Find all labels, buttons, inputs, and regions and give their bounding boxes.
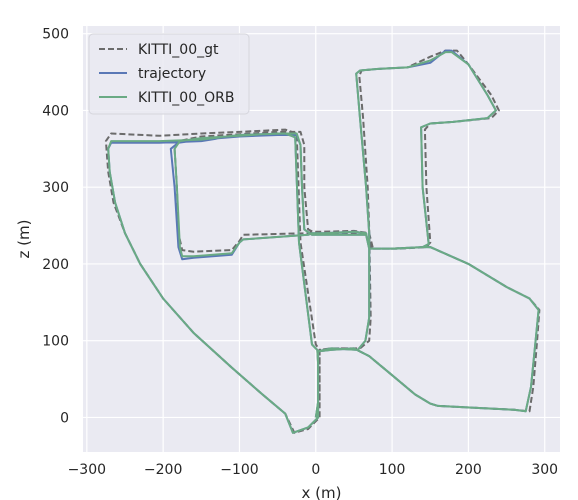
legend-box (88, 33, 250, 115)
x-tick-label: −100 (220, 462, 258, 478)
x-tick-label: −300 (68, 462, 106, 478)
y-tick-label: 300 (42, 180, 69, 196)
legend: KITTI_00_gt trajectory KITTI_00_ORB (88, 33, 250, 115)
x-tick-label: 300 (531, 462, 558, 478)
y-tick-label: 0 (60, 410, 69, 426)
legend-label: KITTI_00_gt (138, 42, 219, 58)
y-tick-label: 400 (42, 103, 69, 119)
series-lines (104, 49, 541, 434)
series-line-kitti-00-orb (107, 51, 540, 434)
legend-label: KITTI_00_ORB (138, 90, 234, 106)
x-axis-label: x (m) (302, 484, 342, 500)
tick-labels: −300 −200 −100 0 100 200 300 0 100 200 300 400 500 (42, 27, 558, 478)
x-tick-label: 0 (311, 462, 320, 478)
x-tick-label: 100 (379, 462, 406, 478)
x-tick-label: −200 (144, 462, 182, 478)
x-tick-label: 200 (455, 462, 482, 478)
y-tick-label: 500 (42, 27, 69, 43)
y-axis-label: z (m) (15, 220, 33, 259)
legend-label: trajectory (138, 66, 206, 82)
y-tick-label: 200 (42, 257, 69, 273)
y-tick-label: 100 (42, 334, 69, 350)
